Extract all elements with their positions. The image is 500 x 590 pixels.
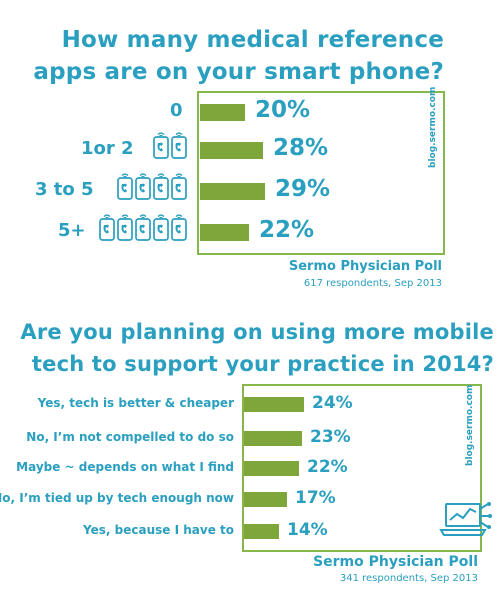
chart1-source: Sermo Physician Poll [288, 259, 442, 274]
chart2-value-label: 23% [310, 427, 351, 447]
phone-icon [117, 173, 133, 200]
chart2-bar [244, 461, 299, 476]
chart2-category-label: Yes, because I have to [83, 523, 234, 537]
chart2-bar [244, 431, 302, 446]
chart1-category-label: 3 to 5 [35, 179, 94, 200]
chart2-source: Sermo Physician Poll [313, 554, 478, 570]
chart1-value-label: 28% [273, 135, 329, 161]
chart2-value-label: 24% [312, 393, 353, 413]
chart1-phone-icons [117, 173, 187, 200]
chart2-bar [244, 492, 287, 507]
chart1-category-label: 1or 2 [81, 138, 134, 159]
chart1-watermark: blog.sermo.com [428, 86, 438, 168]
chart2-bar [244, 524, 279, 539]
chart2-category-label: Yes, tech is better & cheaper [37, 396, 234, 410]
chart1-title: How many medical reference apps are on y… [33, 27, 444, 85]
phone-icon [135, 173, 151, 200]
chart2-frame [242, 384, 482, 552]
chart2-value-label: 17% [295, 488, 336, 508]
phone-icon [153, 173, 169, 200]
phone-icon [117, 214, 133, 241]
chart2-value-label: 14% [287, 520, 328, 540]
chart2-bar [244, 397, 304, 412]
phone-icon [171, 173, 187, 200]
chart1-category-label: 0 [170, 100, 183, 121]
phone-icon [135, 214, 151, 241]
chart1-value-label: 22% [259, 217, 315, 243]
chart1-bar [200, 224, 249, 241]
chart2-value-label: 22% [307, 457, 348, 477]
chart1-phone-icons [99, 214, 187, 241]
chart1-bar [200, 142, 263, 159]
chart1-category-label: 5+ [58, 220, 86, 241]
phone-icon [171, 132, 187, 159]
chart2-title: Are you planning on using more mobile te… [20, 320, 494, 376]
phone-icon [99, 214, 115, 241]
chart1-bar [200, 104, 245, 121]
chart2-category-label: No, I’m tied up by tech enough now [0, 491, 234, 505]
laptop-chart-icon [438, 500, 492, 545]
phone-icon [153, 132, 169, 159]
phone-icon [153, 214, 169, 241]
chart2-category-label: Maybe ~ depends on what I find [16, 460, 234, 474]
chart1-value-label: 20% [255, 97, 311, 123]
chart1-phone-icons [153, 132, 187, 159]
chart2-source-detail: 341 respondents, Sep 2013 [339, 573, 478, 584]
chart1-bar [200, 183, 265, 200]
chart1-source-detail: 617 respondents, Sep 2013 [303, 278, 442, 289]
chart2-watermark: blog.sermo.com [465, 384, 475, 466]
chart2-category-label: No, I’m not compelled to do so [26, 430, 234, 444]
chart1-value-label: 29% [275, 176, 331, 202]
phone-icon [171, 214, 187, 241]
